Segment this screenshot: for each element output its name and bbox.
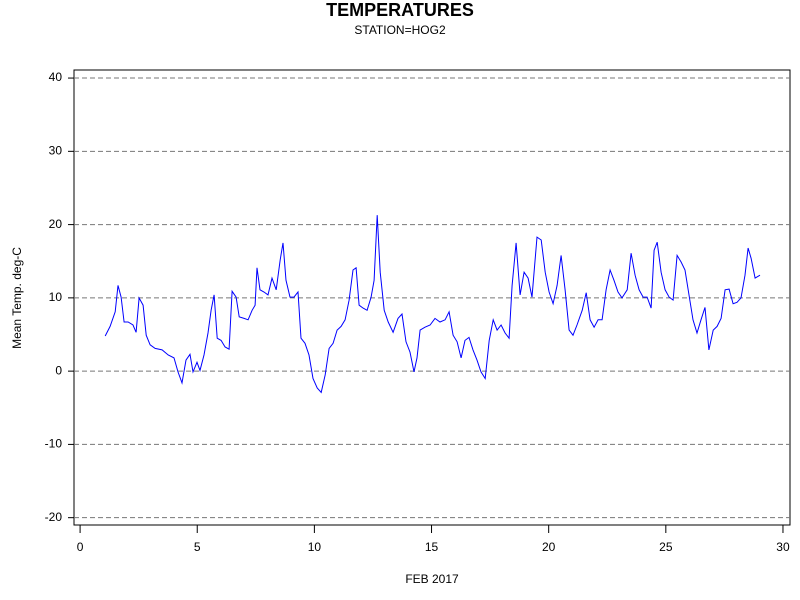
x-tick-label: 10 [308,540,322,554]
y-axis-label: Mean Temp. deg-C [10,247,24,349]
x-axis-label: FEB 2017 [405,572,459,586]
y-tick-label: -10 [45,437,63,451]
y-tick-label: 30 [49,144,63,158]
y-tick-label: 20 [49,217,63,231]
y-tick-label: -20 [45,510,63,524]
chart-subtitle: STATION=HOG2 [354,23,446,37]
x-tick-label: 30 [776,540,790,554]
y-tick-label: 0 [55,363,62,377]
y-tick-label: 40 [49,70,63,84]
x-tick-label: 20 [542,540,556,554]
data-line [104,215,761,394]
y-tick-label: 10 [49,290,63,304]
x-tick-label: 25 [659,540,673,554]
x-tick-label: 0 [77,540,84,554]
chart-title: TEMPERATURES [326,0,474,20]
x-tick-label: 5 [194,540,201,554]
x-tick-label: 15 [425,540,439,554]
